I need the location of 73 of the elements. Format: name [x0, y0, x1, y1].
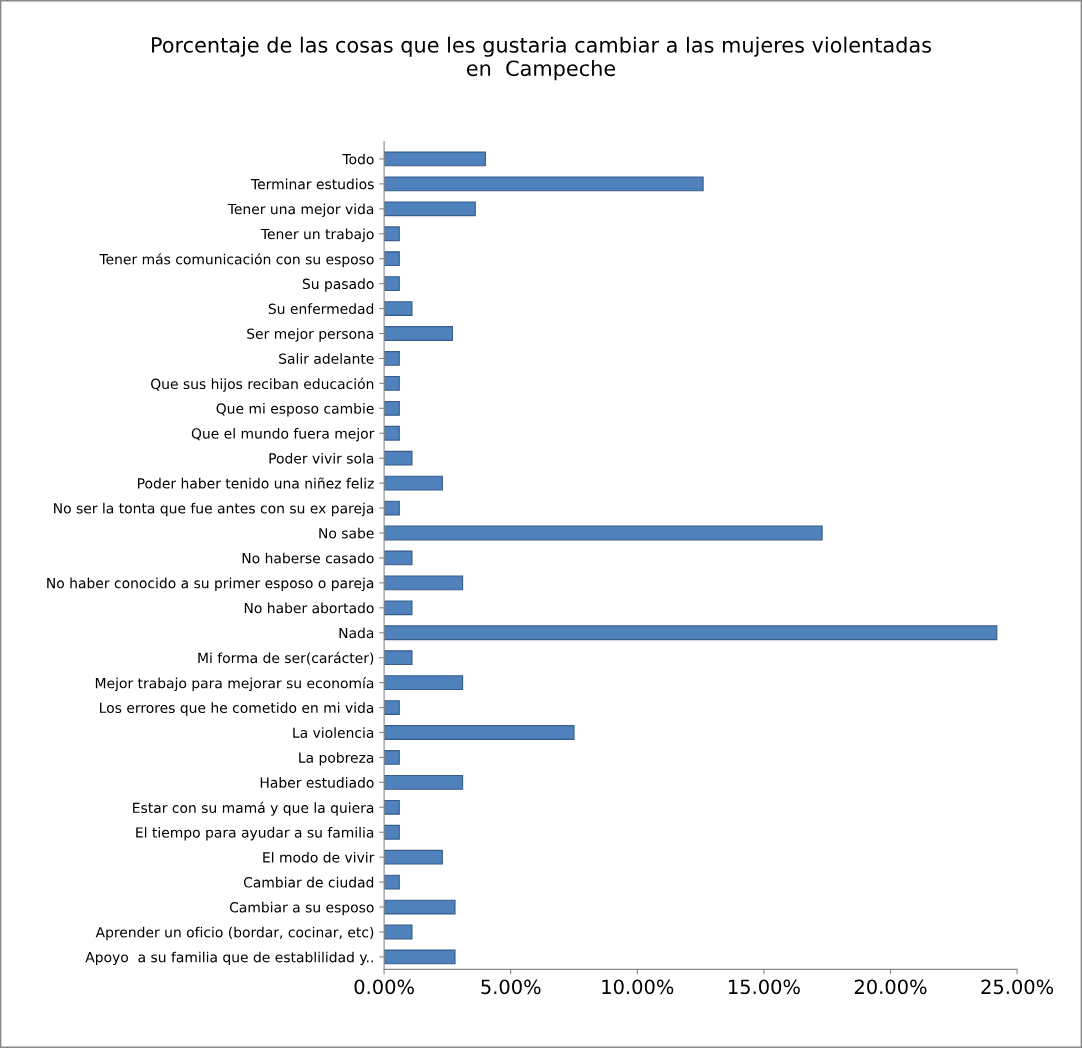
y-tick-label: Apoyo a su familia que de establilidad y..: [85, 951, 373, 966]
y-tick-label: No ser la tonta que fue antes con su ex pareja: [54, 502, 374, 517]
y-tick-label: Todo: [342, 153, 374, 165]
bar: [384, 824, 400, 840]
y-tick-label: Los errores que he cometido en mi vida: [100, 702, 374, 716]
y-tick-label: Tener un trabajo: [260, 228, 374, 242]
bar: [384, 375, 400, 391]
bar: [384, 525, 823, 541]
bar: [384, 550, 413, 566]
bar: [384, 425, 400, 441]
bar: [384, 899, 456, 915]
bar: [384, 500, 400, 516]
bar: [384, 600, 413, 616]
y-tick-label: Estar con su mamá y que la quiera: [133, 801, 374, 816]
bar: [384, 176, 704, 192]
bar: [384, 251, 400, 267]
bar: [384, 326, 454, 341]
x-tick-label: 5.00%: [481, 979, 541, 995]
bar: [384, 949, 456, 965]
y-tick-label: Mejor trabajo para mejorar su economía: [95, 677, 374, 692]
bar: [384, 924, 413, 940]
bar: [384, 301, 413, 316]
y-tick-label: No haber conocido a su primer esposo o pareja: [47, 577, 374, 592]
y-tick-label: Tener una mejor vida: [227, 203, 374, 217]
y-tick-label: Mi forma de ser(carácter): [198, 651, 374, 665]
bar: [384, 400, 400, 416]
y-tick-label: El modo de vivir: [263, 851, 375, 863]
bar: [384, 725, 575, 740]
bar: [384, 151, 486, 167]
bar: [384, 750, 400, 765]
bar: [384, 226, 400, 242]
y-tick-label: Su enfermedad: [268, 303, 374, 315]
bar: [384, 276, 400, 292]
x-tick-label: 0.00%: [354, 979, 414, 995]
y-tick-label: Poder haber tenido una niñez feliz: [138, 477, 374, 489]
y-tick-label: Que sus hijos reciban educación: [151, 377, 374, 392]
y-tick-label: No haberse casado: [242, 552, 374, 564]
y-tick-label: No haber abortado: [244, 602, 374, 614]
y-tick-label: El tiempo para ayudar a su familia: [136, 826, 374, 841]
bar: [384, 675, 464, 691]
bar: [384, 799, 400, 815]
y-tick-label: Cambiar a su esposo: [229, 901, 374, 916]
y-tick-label: Aprender un oficio (bordar, cocinar, etc): [95, 926, 374, 941]
x-tick-label: 15.00%: [728, 979, 800, 995]
y-tick-label: Ser mejor persona: [247, 328, 374, 342]
y-tick-label: Que mi esposo cambie: [216, 403, 374, 417]
y-tick-label: Su pasado: [302, 278, 374, 292]
y-tick-label: No sabe: [319, 527, 374, 539]
y-tick-label: Nada: [339, 627, 374, 639]
bar: [384, 874, 400, 890]
x-tick-label: 20.00%: [854, 979, 927, 995]
y-tick-label: Cambiar de ciudad: [243, 876, 374, 888]
bar: [384, 625, 998, 641]
x-tick-label: 10.00%: [602, 979, 674, 995]
y-tick-label: Que el mundo fuera mejor: [191, 427, 375, 442]
bar: [384, 450, 413, 466]
bar: [384, 650, 413, 666]
bar: [384, 575, 464, 591]
x-tick-label: 25.00%: [981, 979, 1054, 995]
y-tick-label: Poder vivir sola: [269, 452, 374, 464]
y-tick-label: Terminar estudios: [250, 178, 374, 190]
y-tick-label: Haber estudiado: [260, 777, 374, 788]
y-tick-label: La violencia: [293, 727, 374, 738]
y-tick-label: Tener más comunicación con su esposo: [99, 253, 374, 268]
bar: [384, 201, 476, 217]
y-tick-label: Salir adelante: [279, 353, 374, 364]
bar: [384, 351, 400, 366]
bar: [384, 774, 464, 790]
y-tick-label: La pobreza: [299, 752, 374, 766]
chart-title: Porcentaje de las cosas que les gustaria cambiar a las mujeres violentadas en Campeche: [152, 36, 932, 81]
bar: [384, 475, 443, 491]
bar: [384, 849, 443, 865]
bar: [384, 700, 400, 715]
